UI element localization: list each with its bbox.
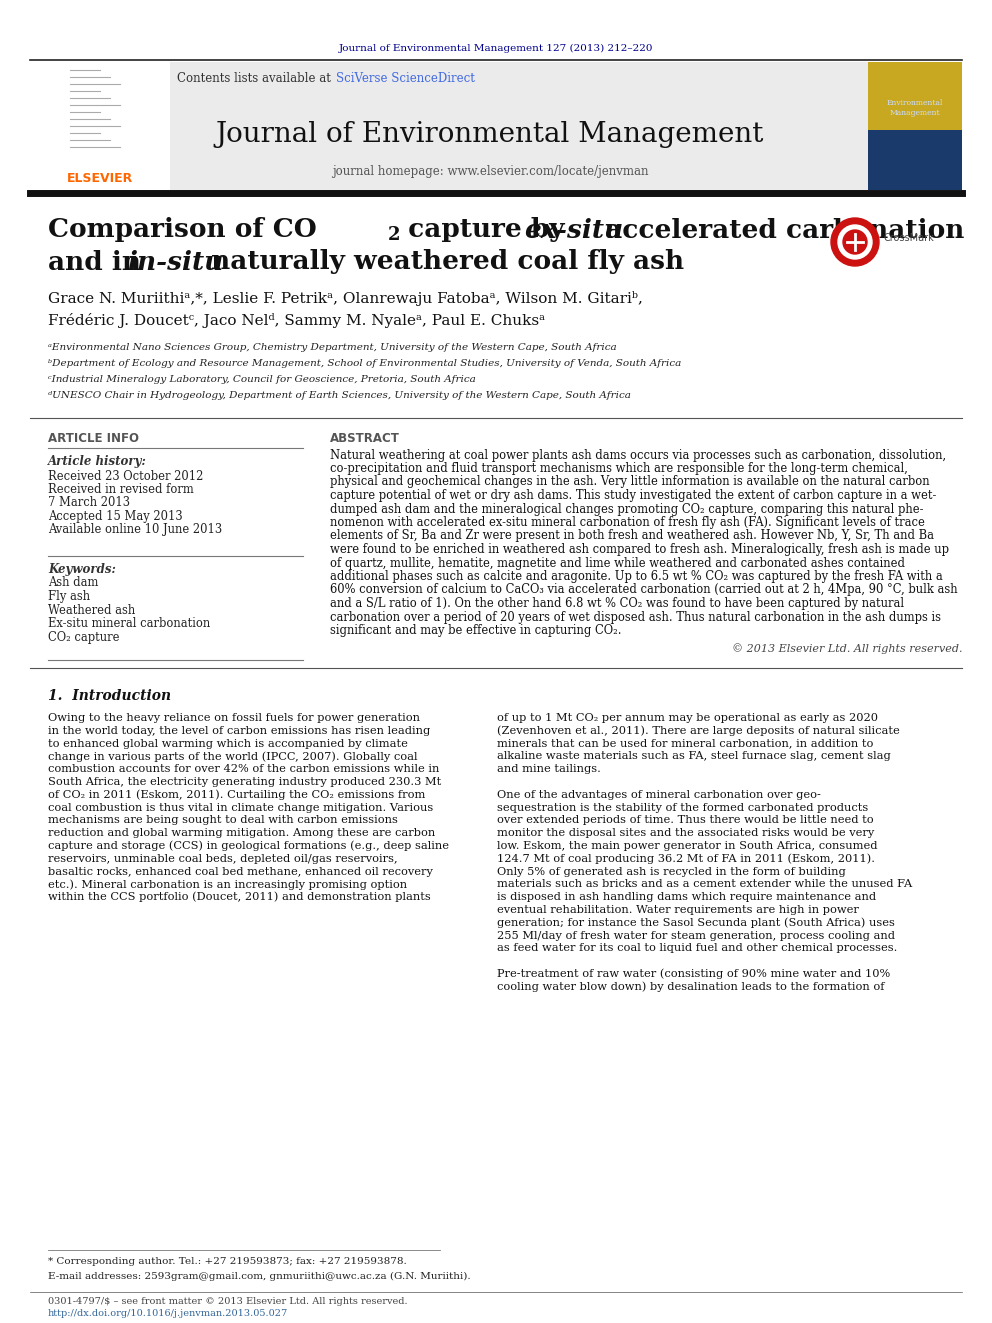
Text: eventual rehabilitation. Water requirements are high in power: eventual rehabilitation. Water requireme… [497, 905, 859, 916]
Bar [30, 62, 170, 191]
Text: in the world today, the level of carbon emissions has risen leading: in the world today, the level of carbon … [48, 726, 431, 736]
Text: 124.7 Mt of coal producing 36.2 Mt of FA in 2011 (Eskom, 2011).: 124.7 Mt of coal producing 36.2 Mt of FA… [497, 853, 875, 864]
Bar [30, 62, 962, 191]
Text: ᵃEnvironmental Nano Sciences Group, Chemistry Department, University of the West: ᵃEnvironmental Nano Sciences Group, Chem… [48, 344, 617, 352]
Text: basaltic rocks, enhanced coal bed methane, enhanced oil recovery: basaltic rocks, enhanced coal bed methan… [48, 867, 433, 877]
Text: Article history:: Article history: [48, 455, 147, 468]
Text: Received in revised form: Received in revised form [48, 483, 193, 496]
Text: carbonation over a period of 20 years of wet disposed ash. Thus natural carbonat: carbonation over a period of 20 years of… [330, 610, 941, 623]
Text: cooling water blow down) by desalination leads to the formation of: cooling water blow down) by desalination… [497, 982, 885, 992]
Text: ABSTRACT: ABSTRACT [330, 431, 400, 445]
Text: significant and may be effective in capturing CO₂.: significant and may be effective in capt… [330, 624, 622, 636]
Text: One of the advantages of mineral carbonation over geo-: One of the advantages of mineral carbona… [497, 790, 820, 800]
Text: ᵈUNESCO Chair in Hydrogeology, Department of Earth Sciences, University of the W: ᵈUNESCO Chair in Hydrogeology, Departmen… [48, 392, 631, 401]
Text: Grace N. Muriithiᵃ,*, Leslie F. Petrikᵃ, Olanrewaju Fatobaᵃ, Wilson M. Gitariᵇ,: Grace N. Muriithiᵃ,*, Leslie F. Petrikᵃ,… [48, 291, 643, 306]
Bar [868, 62, 962, 191]
Text: reduction and global warming mitigation. Among these are carbon: reduction and global warming mitigation.… [48, 828, 435, 839]
Text: (Zevenhoven et al., 2011). There are large deposits of natural silicate: (Zevenhoven et al., 2011). There are lar… [497, 725, 900, 736]
Text: and a S/L ratio of 1). On the other hand 6.8 wt % CO₂ was found to have been cap: and a S/L ratio of 1). On the other hand… [330, 597, 904, 610]
Text: over extended periods of time. Thus there would be little need to: over extended periods of time. Thus ther… [497, 815, 874, 826]
Text: Contents lists available at: Contents lists available at [178, 71, 335, 85]
Text: physical and geochemical changes in the ash. Very little information is availabl: physical and geochemical changes in the … [330, 475, 930, 488]
Text: Natural weathering at coal power plants ash dams occurs via processes such as ca: Natural weathering at coal power plants … [330, 448, 946, 462]
Text: 60% conversion of calcium to CaCO₃ via accelerated carbonation (carried out at 2: 60% conversion of calcium to CaCO₃ via a… [330, 583, 957, 597]
Text: SciVerse ScienceDirect: SciVerse ScienceDirect [336, 71, 475, 85]
Text: ARTICLE INFO: ARTICLE INFO [48, 431, 139, 445]
Text: CO₂ capture: CO₂ capture [48, 631, 119, 643]
Circle shape [838, 225, 872, 259]
Text: Keywords:: Keywords: [48, 564, 116, 577]
Text: etc.). Mineral carbonation is an increasingly promising option: etc.). Mineral carbonation is an increas… [48, 878, 407, 889]
Text: Available online 10 June 2013: Available online 10 June 2013 [48, 524, 222, 537]
Text: within the CCS portfolio (Doucet, 2011) and demonstration plants: within the CCS portfolio (Doucet, 2011) … [48, 892, 431, 902]
Text: Ex-situ mineral carbonation: Ex-situ mineral carbonation [48, 617, 210, 630]
Text: Journal of Environmental Management: Journal of Environmental Management [216, 122, 764, 148]
Text: and mine tailings.: and mine tailings. [497, 765, 601, 774]
Text: dumped ash dam and the mineralogical changes promoting CO₂ capture, comparing th: dumped ash dam and the mineralogical cha… [330, 503, 924, 516]
Text: Received 23 October 2012: Received 23 October 2012 [48, 470, 203, 483]
Text: minerals that can be used for mineral carbonation, in addition to: minerals that can be used for mineral ca… [497, 738, 873, 749]
Text: of CO₂ in 2011 (Eskom, 2011). Curtailing the CO₂ emissions from: of CO₂ in 2011 (Eskom, 2011). Curtailing… [48, 790, 426, 800]
Text: Journal of Environmental Management 127 (2013) 212–220: Journal of Environmental Management 127 … [338, 44, 654, 53]
Text: of up to 1 Mt CO₂ per annum may be operational as early as 2020: of up to 1 Mt CO₂ per annum may be opera… [497, 713, 878, 722]
Text: ex-situ: ex-situ [524, 217, 623, 242]
Text: nomenon with accelerated ex-situ mineral carbonation of fresh fly ash (FA). Sign: nomenon with accelerated ex-situ mineral… [330, 516, 925, 529]
Text: Environmental
Management: Environmental Management [887, 99, 943, 116]
Text: combustion accounts for over 42% of the carbon emissions while in: combustion accounts for over 42% of the … [48, 765, 439, 774]
Text: ᶜIndustrial Mineralogy Laboratory, Council for Geoscience, Pretoria, South Afric: ᶜIndustrial Mineralogy Laboratory, Counc… [48, 376, 476, 385]
Text: 0301-4797/$ – see front matter © 2013 Elsevier Ltd. All rights reserved.: 0301-4797/$ – see front matter © 2013 El… [48, 1298, 408, 1307]
Text: Only 5% of generated ash is recycled in the form of building: Only 5% of generated ash is recycled in … [497, 867, 846, 877]
Text: reservoirs, unminable coal beds, depleted oil/gas reservoirs,: reservoirs, unminable coal beds, deplete… [48, 853, 398, 864]
Text: Accepted 15 May 2013: Accepted 15 May 2013 [48, 509, 183, 523]
Text: South Africa, the electricity generating industry produced 230.3 Mt: South Africa, the electricity generating… [48, 777, 441, 787]
Text: capture and storage (CCS) in geological formations (e.g., deep saline: capture and storage (CCS) in geological … [48, 840, 449, 851]
Text: © 2013 Elsevier Ltd. All rights reserved.: © 2013 Elsevier Ltd. All rights reserved… [731, 643, 962, 655]
Text: coal combustion is thus vital in climate change mitigation. Various: coal combustion is thus vital in climate… [48, 803, 434, 812]
Text: Fly ash: Fly ash [48, 590, 90, 603]
Text: alkaline waste materials such as FA, steel furnace slag, cement slag: alkaline waste materials such as FA, ste… [497, 751, 891, 762]
Text: is disposed in ash handling dams which require maintenance and: is disposed in ash handling dams which r… [497, 892, 876, 902]
Text: Weathered ash: Weathered ash [48, 603, 135, 617]
Text: CrossMark: CrossMark [883, 233, 933, 243]
Text: 2: 2 [388, 226, 401, 243]
Text: as feed water for its coal to liquid fuel and other chemical processes.: as feed water for its coal to liquid fue… [497, 943, 898, 954]
Text: accelerated carbonation: accelerated carbonation [596, 217, 964, 242]
Text: 7 March 2013: 7 March 2013 [48, 496, 130, 509]
Text: were found to be enriched in weathered ash compared to fresh ash. Mineralogicall: were found to be enriched in weathered a… [330, 542, 949, 556]
Text: http://dx.doi.org/10.1016/j.jenvman.2013.05.027: http://dx.doi.org/10.1016/j.jenvman.2013… [48, 1310, 289, 1319]
Text: materials such as bricks and as a cement extender while the unused FA: materials such as bricks and as a cement… [497, 880, 913, 889]
Text: ELSEVIER: ELSEVIER [66, 172, 133, 184]
Text: * Corresponding author. Tel.: +27 219593873; fax: +27 219593878.: * Corresponding author. Tel.: +27 219593… [48, 1257, 407, 1266]
Text: capture by: capture by [399, 217, 573, 242]
Bar [868, 62, 962, 130]
Text: monitor the disposal sites and the associated risks would be very: monitor the disposal sites and the assoc… [497, 828, 874, 839]
Circle shape [831, 218, 879, 266]
Text: of quartz, mullite, hematite, magnetite and lime while weathered and carbonated : of quartz, mullite, hematite, magnetite … [330, 557, 905, 569]
Text: E-mail addresses: 2593gram@gmail.com, gnmuriithi@uwc.ac.za (G.N. Muriithi).: E-mail addresses: 2593gram@gmail.com, gn… [48, 1271, 470, 1281]
Text: sequestration is the stability of the formed carbonated products: sequestration is the stability of the fo… [497, 803, 868, 812]
Text: mechanisms are being sought to deal with carbon emissions: mechanisms are being sought to deal with… [48, 815, 398, 826]
Text: 1.  Introduction: 1. Introduction [48, 689, 172, 703]
Text: capture potential of wet or dry ash dams. This study investigated the extent of : capture potential of wet or dry ash dams… [330, 490, 936, 501]
Text: and in: and in [48, 250, 150, 274]
Text: generation; for instance the Sasol Secunda plant (South Africa) uses: generation; for instance the Sasol Secun… [497, 918, 895, 927]
Text: journal homepage: www.elsevier.com/locate/jenvman: journal homepage: www.elsevier.com/locat… [331, 165, 648, 179]
Text: to enhanced global warming which is accompanied by climate: to enhanced global warming which is acco… [48, 738, 408, 749]
Text: low. Eskom, the main power generator in South Africa, consumed: low. Eskom, the main power generator in … [497, 841, 878, 851]
Circle shape [843, 230, 867, 254]
Text: 255 Ml/day of fresh water for steam generation, process cooling and: 255 Ml/day of fresh water for steam gene… [497, 930, 895, 941]
Text: in-situ: in-situ [127, 250, 223, 274]
Text: Ash dam: Ash dam [48, 577, 98, 590]
Text: co-precipitation and fluid transport mechanisms which are responsible for the lo: co-precipitation and fluid transport mec… [330, 462, 908, 475]
Text: Owing to the heavy reliance on fossil fuels for power generation: Owing to the heavy reliance on fossil fu… [48, 713, 420, 722]
Text: additional phases such as calcite and aragonite. Up to 6.5 wt % CO₂ was captured: additional phases such as calcite and ar… [330, 570, 942, 583]
Text: elements of Sr, Ba and Zr were present in both fresh and weathered ash. However : elements of Sr, Ba and Zr were present i… [330, 529, 934, 542]
Text: Pre-treatment of raw water (consisting of 90% mine water and 10%: Pre-treatment of raw water (consisting o… [497, 968, 890, 979]
Text: Comparison of CO: Comparison of CO [48, 217, 316, 242]
Text: Frédéric J. Doucetᶜ, Jaco Nelᵈ, Sammy M. Nyaleᵃ, Paul E. Chuksᵃ: Frédéric J. Doucetᶜ, Jaco Nelᵈ, Sammy M.… [48, 312, 546, 328]
Text: naturally weathered coal fly ash: naturally weathered coal fly ash [202, 250, 684, 274]
Text: change in various parts of the world (IPCC, 2007). Globally coal: change in various parts of the world (IP… [48, 751, 418, 762]
Text: ᵇDepartment of Ecology and Resource Management, School of Environmental Studies,: ᵇDepartment of Ecology and Resource Mana… [48, 360, 682, 369]
